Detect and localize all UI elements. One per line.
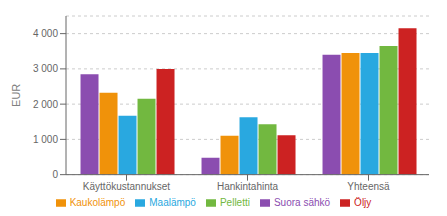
svg-text:3 000: 3 000 [33, 63, 58, 74]
html-text:Öljy: Öljy [354, 196, 372, 208]
html-text:Pelletti: Pelletti [219, 196, 250, 208]
svg-text:4 000: 4 000 [33, 28, 58, 39]
svg-text:EUR: EUR [10, 84, 22, 107]
html-text:Maalämpö: Maalämpö [149, 196, 196, 208]
html-text:Kaukolämpö: Kaukolämpö [69, 196, 126, 208]
svg-text:Käyttökustannukset: Käyttökustannukset [83, 181, 170, 192]
svg-text:Hankintahinta: Hankintahinta [217, 181, 279, 192]
svg-text:2 000: 2 000 [33, 99, 58, 110]
html-text:Suora sähkö: Suora sähkö [274, 196, 331, 208]
svg-text:0: 0 [52, 169, 58, 180]
svg-text:Yhteensä: Yhteensä [347, 181, 390, 192]
svg-text:1 000: 1 000 [33, 134, 58, 145]
